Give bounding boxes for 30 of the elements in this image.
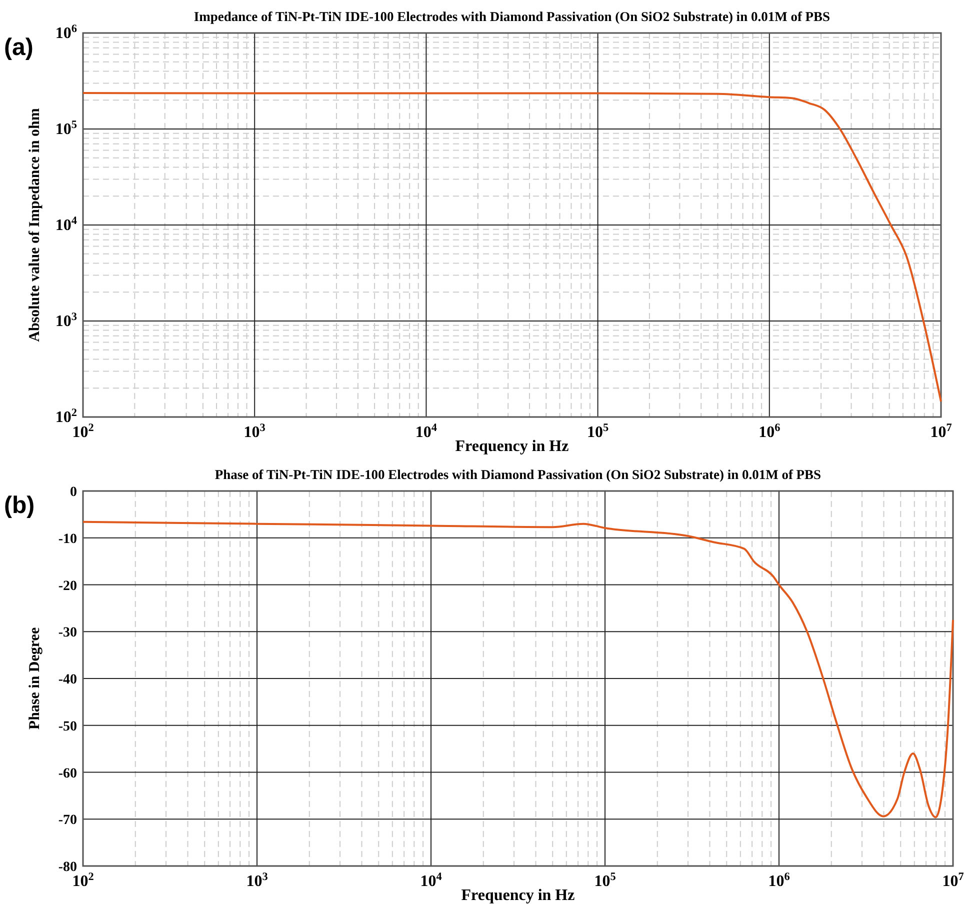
y-tick-label: 10$^{3}$ bbox=[55, 311, 78, 330]
chart-title: Phase of TiN-Pt-TiN IDE-100 Electrodes with Diamond Passivation (On SiO2 Substrate) in 0.01M of PBS bbox=[214, 467, 822, 482]
y-tick-label: -40 bbox=[58, 672, 77, 688]
y-axis-title: Absolute value of Impedance in ohm bbox=[27, 108, 43, 342]
y-tick-label: 10$^{5}$ bbox=[55, 119, 78, 138]
y-tick-label: -20 bbox=[58, 578, 77, 594]
x-tick-label: 10$^{5}$ bbox=[594, 871, 616, 890]
y-tick-label: -60 bbox=[58, 766, 77, 782]
x-tick-label: 10$^{6}$ bbox=[768, 871, 790, 890]
y-axis-title: Phase in Degree bbox=[27, 627, 43, 730]
x-tick-label: 10$^{7}$ bbox=[942, 871, 964, 890]
x-tick-label: 10$^{6}$ bbox=[758, 422, 781, 441]
text: (a) bbox=[4, 34, 34, 61]
y-tick-label: 0 bbox=[70, 485, 77, 500]
y-tick-label: -10 bbox=[58, 532, 77, 547]
x-tick-label: 10$^{4}$ bbox=[420, 871, 442, 890]
y-tick-label: -30 bbox=[58, 626, 77, 641]
y-tick-label: -50 bbox=[58, 719, 77, 734]
text: (b) bbox=[4, 492, 35, 519]
chart-title: Impedance of TiN-Pt-TiN IDE-100 Electrodes with Diamond Passivation (On SiO2 Substrate) in 0.01M of PBS bbox=[194, 9, 830, 24]
x-axis-title: Frequency in Hz bbox=[461, 887, 575, 904]
x-axis-title: Frequency in Hz bbox=[455, 438, 569, 455]
y-tick-label: 10$^{6}$ bbox=[55, 23, 78, 42]
y-tick-label: -70 bbox=[58, 813, 77, 828]
x-tick-label: 10$^{3}$ bbox=[244, 422, 266, 441]
x-tick-label: 10$^{4}$ bbox=[415, 422, 438, 441]
x-tick-label: 10$^{3}$ bbox=[246, 871, 268, 890]
y-tick-label: 10$^{4}$ bbox=[55, 215, 78, 234]
x-tick-label: 10$^{5}$ bbox=[587, 422, 610, 441]
x-tick-label: 10$^{7}$ bbox=[930, 422, 952, 441]
